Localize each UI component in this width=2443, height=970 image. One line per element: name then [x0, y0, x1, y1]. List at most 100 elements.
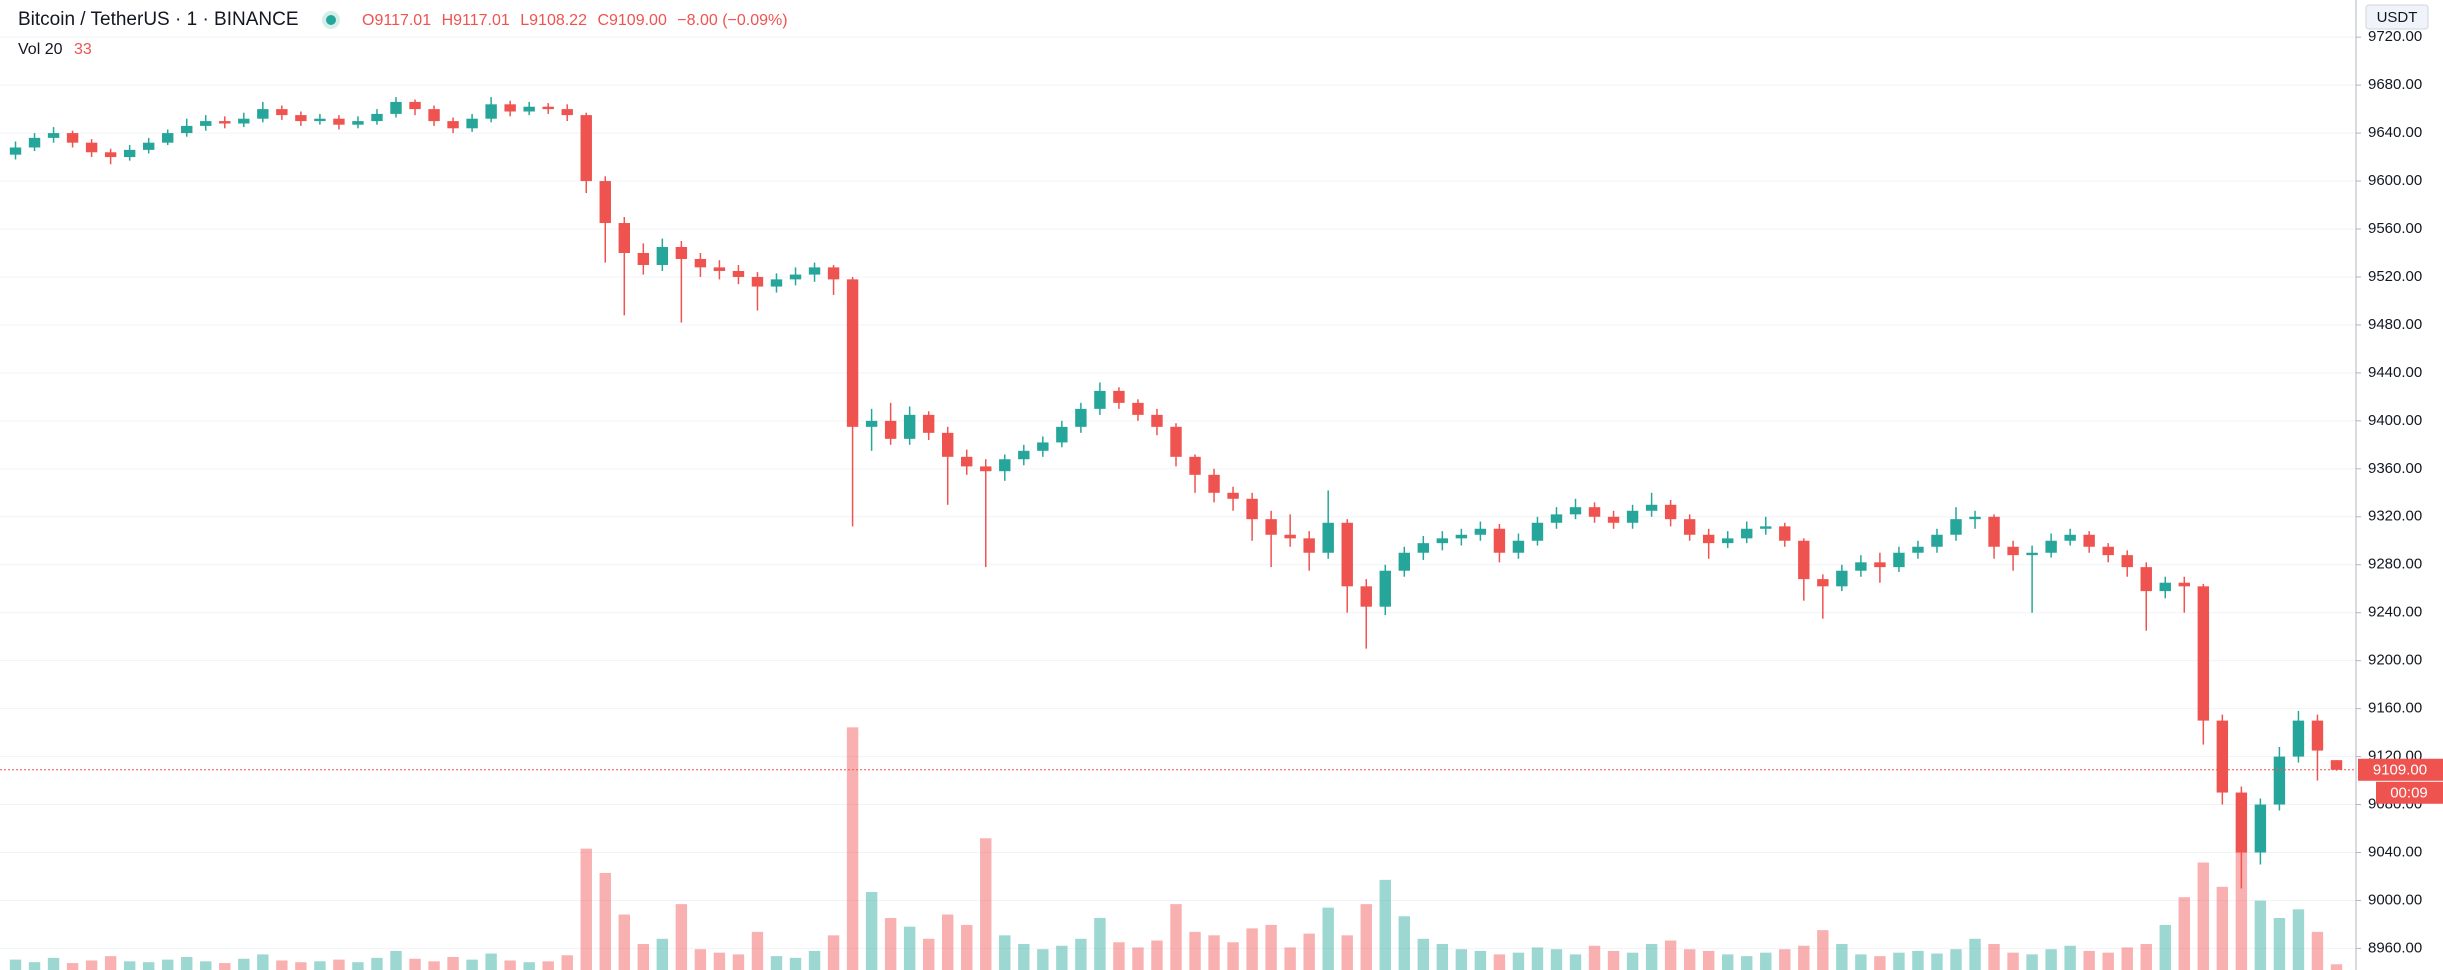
volume-bar — [66, 963, 79, 970]
volume-bar — [1664, 940, 1677, 970]
volume-bar — [162, 959, 174, 970]
volume-bar — [694, 949, 707, 970]
candle-body — [637, 252, 650, 265]
volume-bar — [2102, 952, 2114, 970]
volume-bar — [314, 961, 326, 970]
candle-body — [1550, 514, 1563, 523]
volume-bar — [1645, 944, 1658, 970]
candle-body — [333, 118, 345, 125]
candle-body — [713, 267, 726, 271]
y-tick-label: 9160.00 — [2368, 700, 2422, 717]
candle-body — [523, 106, 535, 112]
volume-bar — [1455, 949, 1468, 970]
y-tick-label: 9520.00 — [2368, 268, 2422, 285]
volume-bar — [1855, 954, 1867, 970]
candle-body — [675, 246, 688, 259]
volume-bar — [2121, 947, 2133, 970]
volume-bar — [295, 962, 307, 970]
volume-bar — [1988, 944, 2000, 970]
volume-bar — [1550, 949, 1563, 970]
candle-body — [371, 113, 383, 122]
volume-bar — [2197, 862, 2210, 970]
candle-body — [903, 414, 916, 439]
candle-body — [694, 258, 707, 268]
volume-bar — [466, 959, 478, 970]
volume-bar — [1493, 954, 1506, 970]
candle-body — [1094, 390, 1106, 409]
candle-body — [580, 115, 592, 182]
volume-bar — [428, 961, 440, 970]
volume-bar — [2140, 944, 2152, 970]
volume-bar — [9, 959, 22, 970]
volume-bar — [580, 848, 592, 970]
volume-bar — [1284, 947, 1296, 970]
volume-bar — [1931, 953, 1943, 970]
currency-badge[interactable] — [2365, 4, 2429, 30]
volume-bar — [238, 958, 250, 970]
volume-bar — [827, 935, 840, 970]
candle-body — [2311, 720, 2324, 751]
candle-body — [1436, 538, 1449, 544]
candle-body — [238, 118, 250, 124]
volume-bar — [884, 918, 897, 970]
volume-bar — [1379, 879, 1391, 970]
volume-bar — [732, 954, 745, 970]
candle-body — [2178, 582, 2190, 587]
volume-bar — [2026, 954, 2038, 970]
volume-bar — [1512, 952, 1525, 970]
currency-label: USDT — [2377, 9, 2418, 26]
candle-body — [732, 270, 745, 277]
volume-bar — [1113, 942, 1125, 970]
volume-bar — [1474, 950, 1487, 970]
candle-body — [447, 121, 459, 129]
volume-bar — [1265, 924, 1277, 970]
volume-bar — [352, 962, 364, 970]
candle-body — [1760, 526, 1772, 529]
volume-bar — [1722, 954, 1734, 970]
volume-bar — [808, 950, 821, 970]
candle-body — [980, 466, 992, 472]
candle-body — [2102, 546, 2114, 556]
candle-body — [1988, 516, 2000, 547]
candle-body — [961, 456, 973, 467]
volume-bar — [770, 956, 783, 970]
axis-background — [2356, 0, 2443, 970]
volume-bar — [637, 944, 650, 970]
volume-bar — [1741, 956, 1753, 970]
ohlc-value: 9109.00 — [609, 12, 667, 29]
candle-body — [181, 125, 193, 134]
volume-bar — [219, 963, 231, 970]
candle-body — [561, 109, 573, 116]
candle-body — [1798, 540, 1810, 580]
candle-body — [656, 246, 669, 265]
y-tick-label: 9280.00 — [2368, 556, 2422, 573]
candle-body — [599, 181, 611, 224]
volume-bar — [1189, 931, 1201, 970]
y-tick-label: 9400.00 — [2368, 412, 2422, 429]
candle-body — [276, 109, 288, 116]
candle-body — [2026, 552, 2038, 556]
volume-bar — [751, 931, 764, 970]
volume-bar — [1607, 950, 1620, 970]
volume-bar — [2254, 900, 2267, 970]
candle-body — [1265, 519, 1277, 535]
volume-bar — [1417, 938, 1430, 970]
volume-bar — [1912, 950, 1924, 970]
candle-body — [1645, 504, 1658, 511]
candle-body — [846, 279, 859, 427]
candle-body — [1417, 543, 1430, 553]
candle-body — [1246, 498, 1258, 520]
y-tick-label: 9480.00 — [2368, 316, 2422, 333]
y-tick-label: 9600.00 — [2368, 172, 2422, 189]
candle-body — [1341, 522, 1353, 587]
candle-body — [1588, 507, 1601, 517]
volume-bar — [1969, 938, 1981, 970]
volume-bar — [409, 958, 421, 970]
countdown-badge — [2376, 781, 2443, 804]
candle-body — [47, 133, 60, 138]
candle-body — [884, 420, 897, 439]
y-tick-label: 9200.00 — [2368, 652, 2422, 669]
volume-bar — [104, 956, 117, 970]
volume-bar — [1779, 949, 1791, 970]
candle-body — [2216, 720, 2229, 793]
